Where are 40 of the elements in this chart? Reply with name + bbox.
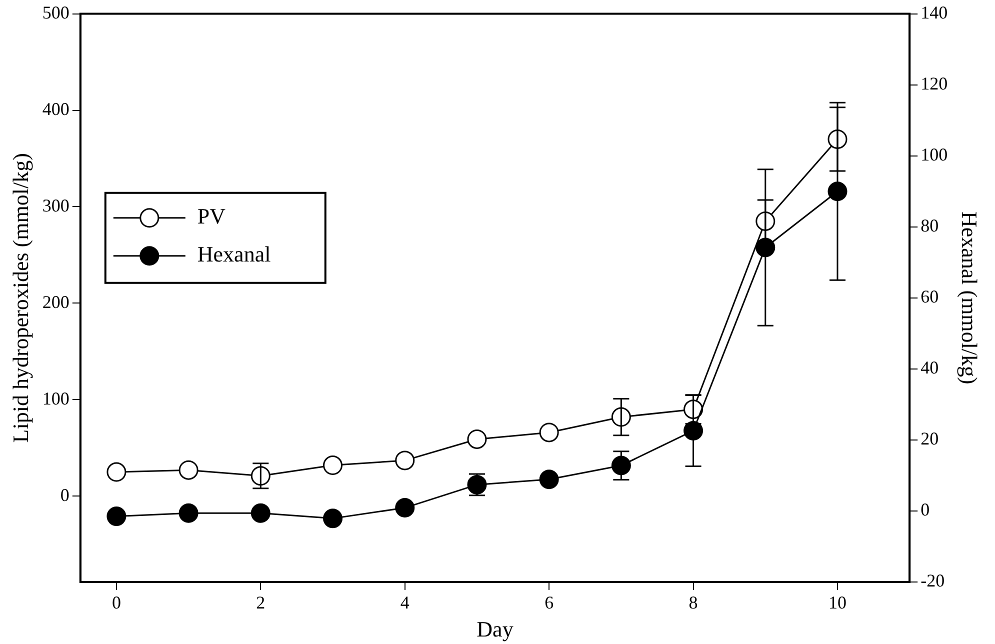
x-tick-label: 8 [688, 592, 698, 613]
y2-tick-label: 120 [920, 74, 948, 94]
point [467, 429, 487, 449]
y2-axis-title: Hexanal (mmol/kg) [957, 211, 982, 384]
y2-tick-label: 20 [920, 428, 939, 449]
point [395, 498, 415, 518]
x-tick-label: 6 [544, 592, 554, 613]
y2-tick-label: 100 [920, 144, 948, 165]
legend-label: Hexanal [197, 242, 271, 267]
x-tick-label: 2 [256, 592, 266, 613]
x-tick-label: 4 [400, 592, 410, 613]
point [395, 450, 415, 470]
y-tick-label: 300 [42, 195, 70, 216]
point [178, 460, 198, 480]
point [323, 456, 343, 476]
y-axis-title: Lipid hydroperoxides (mmol/kg) [8, 153, 33, 443]
point [106, 506, 126, 526]
y2-tick-label: -20 [920, 570, 945, 591]
y-tick-label: 400 [42, 99, 70, 120]
point [106, 462, 126, 482]
y2-tick-label: 80 [920, 216, 939, 236]
y2-tick-label: 40 [920, 358, 939, 378]
y-tick-label: 0 [60, 484, 70, 505]
point [178, 503, 198, 523]
y-tick-label: 200 [42, 292, 70, 312]
y-tick-label: 100 [42, 388, 70, 408]
point [828, 182, 848, 202]
y2-tick-label: 140 [920, 2, 948, 23]
point [539, 470, 559, 490]
x-tick-label: 0 [112, 592, 121, 613]
y2-tick-label: 60 [920, 286, 939, 307]
x-tick-label: 10 [828, 592, 846, 613]
legend-label: PV [197, 204, 226, 229]
point [323, 508, 343, 528]
point [250, 503, 270, 523]
y2-tick-label: 0 [920, 500, 930, 520]
point [539, 422, 559, 442]
point [611, 456, 631, 476]
x-axis-title: Day [476, 616, 514, 642]
y-tick-label: 500 [42, 2, 70, 23]
